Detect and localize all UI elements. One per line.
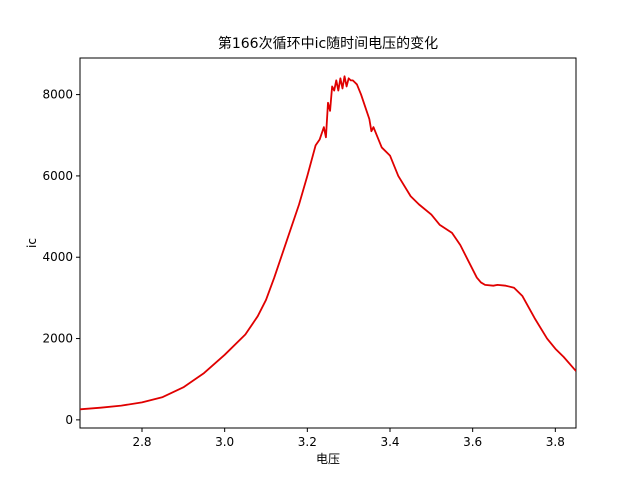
x-axis-ticks: 2.8 3.0 3.2 3.4 3.6 3.8 bbox=[132, 428, 565, 449]
x-tick-label: 3.0 bbox=[215, 435, 234, 449]
x-axis-label: 电压 bbox=[316, 452, 340, 466]
plot-area: 2.8 3.0 3.2 3.4 3.6 3.8 0 2000 4000 6000 8000 bbox=[42, 57, 577, 449]
plot-frame bbox=[79, 57, 577, 429]
series-line bbox=[80, 75, 576, 411]
x-tick-label: 3.6 bbox=[463, 435, 482, 449]
x-tick-label: 3.2 bbox=[298, 435, 317, 449]
y-tick-label: 4000 bbox=[42, 250, 73, 264]
x-tick-label: 2.8 bbox=[132, 435, 151, 449]
y-axis-label: ic bbox=[25, 238, 39, 248]
y-tick-label: 8000 bbox=[42, 88, 73, 102]
y-tick-label: 6000 bbox=[42, 169, 73, 183]
y-axis-ticks: 0 2000 4000 6000 8000 bbox=[42, 88, 80, 427]
y-tick-label: 2000 bbox=[42, 332, 73, 346]
x-tick-label: 3.4 bbox=[380, 435, 399, 449]
chart-title: 第166次循环中ic随时间电压的变化 bbox=[218, 35, 438, 52]
series-layer bbox=[80, 75, 576, 411]
x-tick-label: 3.8 bbox=[546, 435, 565, 449]
y-tick-label: 0 bbox=[65, 413, 73, 427]
